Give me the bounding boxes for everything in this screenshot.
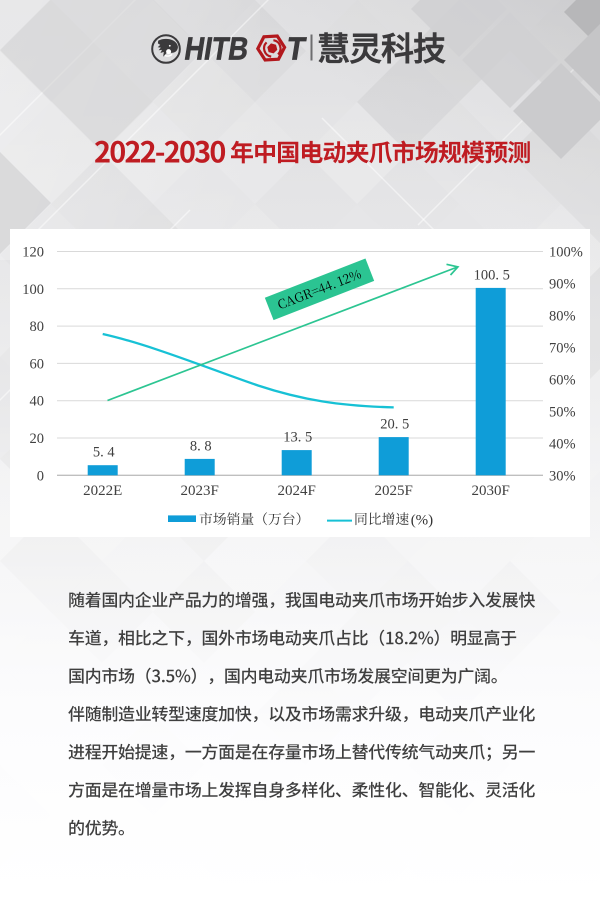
svg-text:40%: 40% — [549, 436, 576, 452]
svg-text:HITB: HITB — [182, 30, 251, 66]
svg-text:40: 40 — [30, 394, 45, 410]
svg-text:20: 20 — [30, 431, 45, 447]
svg-text:120: 120 — [22, 245, 44, 261]
svg-text:2023F: 2023F — [181, 483, 219, 499]
svg-text:5. 4: 5. 4 — [93, 445, 116, 461]
svg-text:50%: 50% — [549, 404, 576, 420]
svg-text:100%: 100% — [549, 245, 583, 261]
svg-text:2025F: 2025F — [375, 483, 413, 499]
svg-text:60%: 60% — [549, 372, 576, 388]
svg-text:0: 0 — [37, 468, 44, 484]
svg-text:(%): (%) — [411, 513, 434, 529]
svg-text:60: 60 — [30, 356, 45, 372]
svg-text:70%: 70% — [549, 340, 576, 356]
svg-text:80%: 80% — [549, 308, 576, 324]
svg-text:90%: 90% — [549, 277, 576, 293]
svg-text:2022E: 2022E — [83, 483, 122, 499]
svg-text:8. 8: 8. 8 — [190, 438, 212, 454]
svg-text:20. 5: 20. 5 — [380, 417, 409, 433]
svg-text:100. 5: 100. 5 — [474, 267, 510, 283]
svg-text:100: 100 — [22, 282, 44, 298]
svg-text:2024F: 2024F — [278, 483, 316, 499]
svg-text:80: 80 — [30, 319, 45, 335]
svg-text:2030F: 2030F — [472, 483, 510, 499]
svg-text:30%: 30% — [549, 468, 576, 484]
svg-text:13. 5: 13. 5 — [283, 430, 312, 446]
